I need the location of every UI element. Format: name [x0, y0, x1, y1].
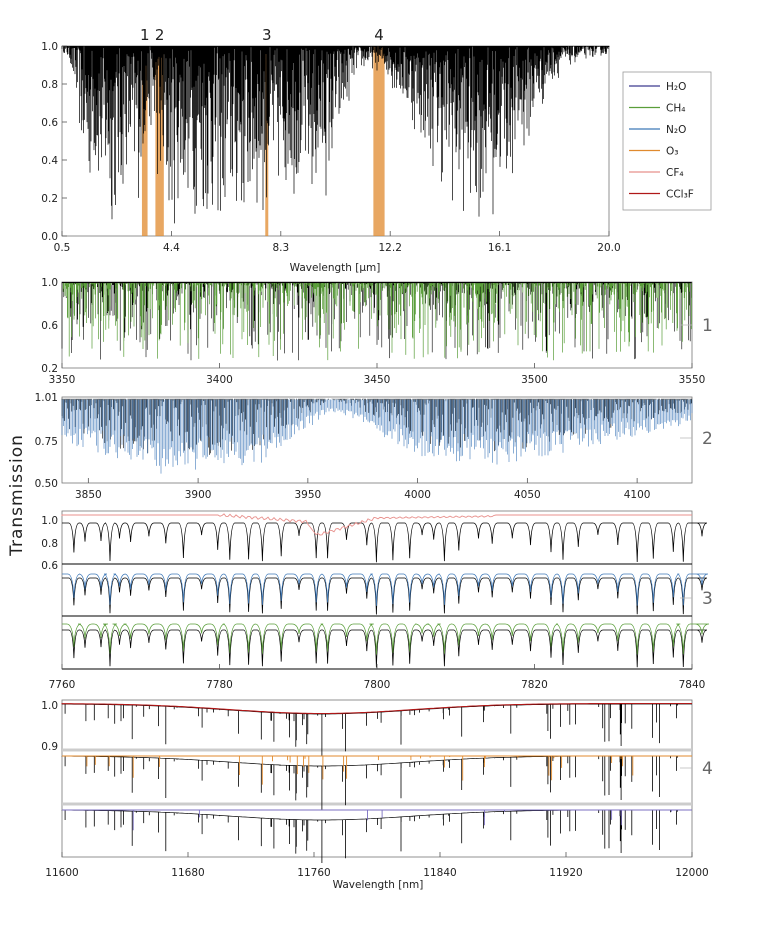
- band-3-series-n2o: [62, 573, 709, 606]
- band-4-x-axis-title: Wavelength [nm]: [333, 879, 424, 891]
- overview-x-ticks: 0.5 4.4 8.3 12.2 16.1 20.0: [54, 231, 621, 254]
- y-tick-label: 0.6: [41, 560, 58, 572]
- panel-number: 2: [702, 429, 713, 449]
- band-3-series-ch4: [62, 623, 710, 655]
- x-tick-label: 4100: [624, 489, 651, 501]
- overview-x-tick-label: 20.0: [597, 242, 620, 254]
- legend-label: CH₄: [666, 103, 685, 115]
- y-tick-label: 0.6: [41, 320, 58, 332]
- x-tick-label: 12000: [675, 867, 708, 879]
- legend: H₂O CH₄ N₂O O₃ CF₄ CCl₃F: [622, 71, 712, 211]
- legend-label: H₂O: [666, 81, 686, 93]
- highlight-band-label-3: 3: [262, 26, 272, 44]
- overview-x-tick-label: 12.2: [379, 242, 402, 254]
- panel-number: 3: [702, 589, 713, 609]
- x-tick-label: 3850: [75, 489, 102, 501]
- overview-x-tick-label: 8.3: [272, 242, 289, 254]
- x-tick-label: 4000: [404, 489, 431, 501]
- x-tick-label: 3400: [206, 374, 233, 386]
- y-tick-label: 1.0: [41, 277, 58, 289]
- band-4-panel: 11600 11680 11760 11840 11920 12000 1.0 0.9 4: [41, 699, 713, 879]
- y-axis-title: Transmission: [7, 434, 27, 557]
- x-tick-label: 7840: [679, 679, 706, 691]
- x-tick-label: 3350: [49, 374, 76, 386]
- band-2-frame: [61, 396, 693, 484]
- x-tick-label: 3900: [185, 489, 212, 501]
- legend-label: CF₄: [666, 167, 684, 179]
- overview-y-ticks: 0.0 0.2 0.4 0.6 0.8 1.0: [41, 41, 67, 243]
- y-tick-label: 0.2: [41, 363, 58, 375]
- y-tick-label: 1.0: [41, 515, 58, 527]
- x-tick-label: 4050: [514, 489, 541, 501]
- y-tick-label: 1.0: [41, 700, 58, 712]
- x-tick-label: 11840: [423, 867, 456, 879]
- x-tick-label: 7760: [49, 679, 76, 691]
- panel-number: 4: [702, 759, 713, 779]
- highlight-band-4: [373, 46, 385, 236]
- overview-y-tick-label: 0.6: [41, 117, 58, 129]
- overview-x-tick-label: 16.1: [488, 242, 511, 254]
- highlight-band-label-4: 4: [374, 26, 384, 44]
- highlight-band-label-1: 1: [140, 26, 150, 44]
- x-tick-label: 3550: [679, 374, 706, 386]
- band-1-series-ch4: [62, 283, 692, 361]
- overview-y-tick-label: 0.2: [41, 193, 58, 205]
- band-3-series-total: [62, 629, 708, 668]
- x-tick-label: 11760: [297, 867, 330, 879]
- legend-items: H₂O CH₄ N₂O O₃ CF₄ CCl₃F: [629, 81, 694, 201]
- panel-number: 1: [702, 316, 713, 336]
- x-tick-label: 7800: [364, 679, 391, 691]
- x-tick-label: 11920: [549, 867, 582, 879]
- band-4-frame: [61, 699, 693, 858]
- band-4-series-total-lines: [64, 810, 678, 863]
- band-4-series-total-lines: [64, 756, 678, 810]
- highlight-band-label-2: 2: [155, 26, 165, 44]
- overview-y-tick-label: 0.4: [41, 155, 58, 167]
- legend-label: CCl₃F: [666, 189, 694, 201]
- x-tick-label: 3450: [364, 374, 391, 386]
- overview-series: [61, 46, 610, 224]
- overview-y-tick-label: 1.0: [41, 41, 58, 53]
- x-tick-label: 7780: [206, 679, 233, 691]
- band-3-series-cf4: [61, 513, 692, 536]
- overview-y-tick-label: 0.0: [41, 231, 58, 243]
- overview-spectrum: [61, 46, 610, 224]
- x-tick-label: 7820: [521, 679, 548, 691]
- x-tick-label: 11600: [45, 867, 78, 879]
- band-2-panel: 3850 3900 3950 4000 4050 4100 0.50 0.75 1.01 2: [35, 392, 713, 501]
- overview-x-tick-label: 0.5: [54, 242, 71, 254]
- overview-x-axis-title: Wavelength [μm]: [290, 262, 381, 274]
- legend-label: N₂O: [666, 124, 686, 136]
- band-2-series-n2o: [61, 399, 693, 474]
- y-tick-label: 0.9: [41, 741, 58, 753]
- x-tick-label: 3500: [521, 374, 548, 386]
- x-tick-label: 3950: [294, 489, 321, 501]
- y-tick-label: 1.01: [35, 392, 58, 404]
- band-1-panel: 3350 3400 3450 3500 3550 0.2 0.6 1.0 1: [41, 277, 713, 386]
- band-4-series-ccl3f: [61, 702, 692, 715]
- legend-label: O₃: [666, 146, 678, 158]
- band-3-series-total: [62, 577, 708, 615]
- band-4-series-o3: [62, 755, 692, 785]
- y-tick-label: 0.50: [35, 478, 58, 490]
- overview-x-tick-label: 4.4: [163, 242, 180, 254]
- x-tick-label: 11680: [171, 867, 204, 879]
- legend-box: [622, 71, 712, 211]
- band-3-panel: 7760 7780 7800 7820 7840 1.0 0.8 0.6 3: [41, 510, 713, 691]
- band-4-series-h2o: [62, 809, 692, 831]
- overview-y-tick-label: 0.8: [41, 79, 58, 91]
- y-tick-label: 0.75: [35, 436, 58, 448]
- y-tick-label: 0.8: [41, 538, 58, 550]
- band-3-series-total: [62, 522, 708, 563]
- highlight-band-1: [141, 46, 148, 236]
- highlight-band-2: [155, 46, 164, 236]
